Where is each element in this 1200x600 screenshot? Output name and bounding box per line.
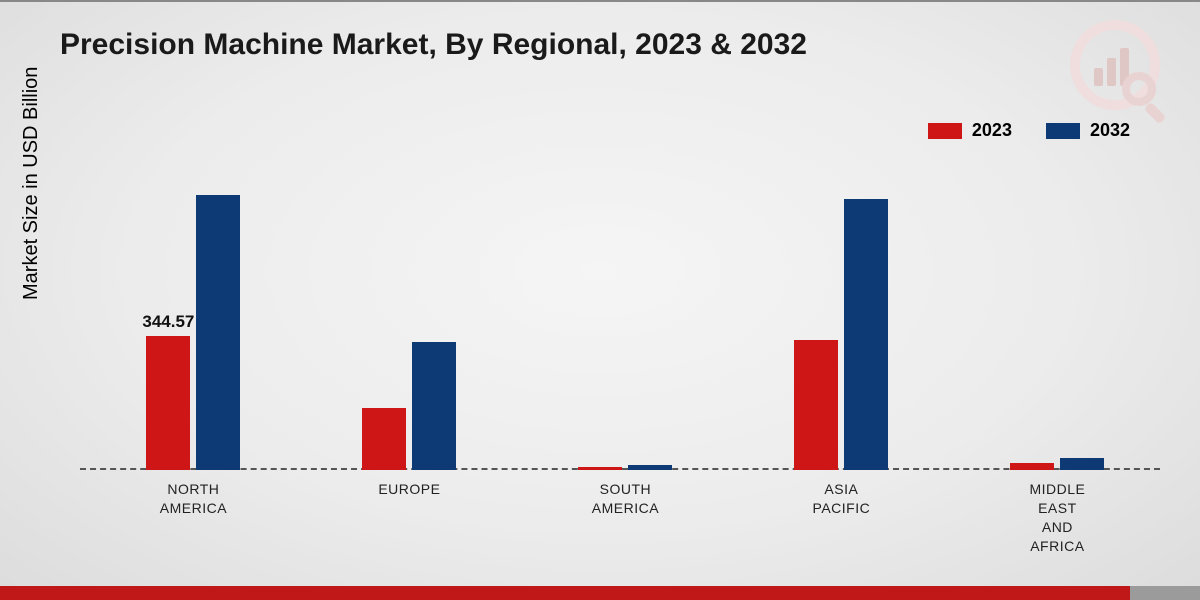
bar-north_america-2023 (146, 336, 190, 470)
legend-swatch (1046, 123, 1080, 139)
legend-label: 2023 (972, 120, 1012, 141)
legend: 2023 2032 (928, 120, 1130, 141)
legend-item: 2023 (928, 120, 1012, 141)
brand-logo (1070, 20, 1160, 110)
x-label-north_america: NORTH AMERICA (160, 480, 227, 518)
bar-europe-2032 (412, 342, 456, 470)
bar-group-middle_east_africa (997, 458, 1117, 470)
bar-europe-2023 (362, 408, 406, 470)
bar-south_america-2023 (578, 467, 622, 470)
bar-south_america-2032 (628, 465, 672, 470)
legend-swatch (928, 123, 962, 139)
y-axis-label: Market Size in USD Billion (20, 67, 43, 300)
bar-group-asia_pacific (781, 199, 901, 470)
bar-north_america-2032 (196, 195, 240, 470)
bar-middle_east_africa-2032 (1060, 458, 1104, 470)
bar-middle_east_africa-2023 (1010, 463, 1054, 470)
footer-accent (0, 586, 1200, 600)
x-axis: NORTH AMERICA EUROPE SOUTH AMERICA ASIA PAC… (80, 474, 1160, 600)
x-label-south_america: SOUTH AMERICA (592, 480, 659, 518)
legend-label: 2032 (1090, 120, 1130, 141)
plot-area: 344.57 (80, 160, 1160, 470)
bar-asia_pacific-2023 (794, 340, 838, 470)
chart-title: Precision Machine Market, By Regional, 2… (60, 28, 807, 62)
x-label-asia_pacific: ASIA PACIFIC (813, 480, 871, 518)
data-label-north_america: 344.57 (142, 312, 194, 332)
x-label-middle_east_africa: MIDDLE EAST AND AFRICA (1029, 480, 1085, 556)
x-label-europe: EUROPE (378, 480, 440, 499)
bar-asia_pacific-2032 (844, 199, 888, 470)
bar-group-south_america (565, 465, 685, 470)
bar-group-europe (349, 342, 469, 470)
legend-item: 2032 (1046, 120, 1130, 141)
